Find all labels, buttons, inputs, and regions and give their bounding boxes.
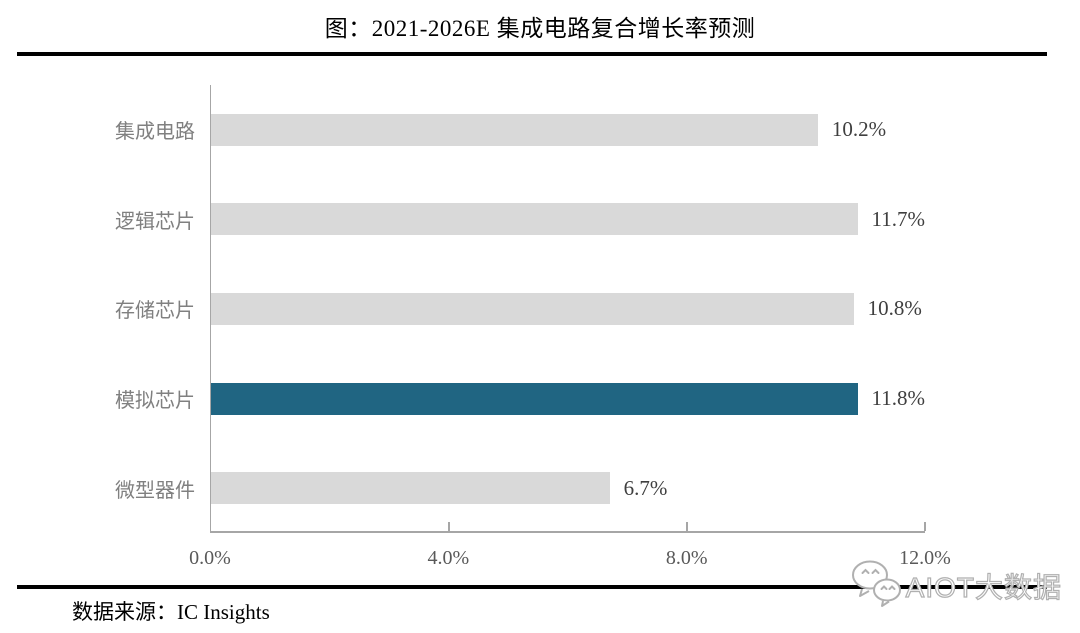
bar-chart: 集成电路 10.2% 逻辑芯片 11.7% 存储芯片 10.8% 模拟芯片 11… — [0, 85, 1080, 533]
value-label: 6.7% — [623, 475, 668, 500]
category-label: 微型器件 — [115, 479, 195, 502]
x-tick-label: 4.0% — [427, 547, 470, 569]
plot-area: 集成电路 10.2% 逻辑芯片 11.7% 存储芯片 10.8% 模拟芯片 11… — [115, 85, 926, 533]
bottom-divider — [17, 585, 1047, 589]
wechat-icon — [850, 558, 902, 613]
category-label: 模拟芯片 — [115, 390, 195, 413]
x-axis-tick — [686, 522, 688, 531]
bar-row: 存储芯片 10.8% — [115, 264, 925, 354]
x-axis-labels: 0.0% 4.0% 8.0% 12.0% — [189, 547, 951, 575]
value-label: 11.7% — [871, 206, 925, 231]
x-axis-tick — [924, 522, 926, 531]
watermark-text: AIOT大数据 — [905, 571, 1062, 603]
bar-row: 微型器件 6.7% — [115, 443, 925, 533]
bar-模拟芯片-highlighted — [211, 382, 858, 415]
chart-title: 图：2021-2026E 集成电路复合增长率预测 — [324, 16, 756, 41]
category-label: 逻辑芯片 — [115, 210, 195, 233]
category-label: 集成电路 — [115, 121, 195, 144]
x-tick-label: 0.0% — [189, 547, 231, 569]
top-divider — [17, 52, 1047, 56]
bar-row: 集成电路 10.2% — [115, 85, 925, 175]
value-label: 10.2% — [831, 117, 887, 142]
watermark: AIOT大数据 — [850, 558, 1062, 613]
bar-row: 逻辑芯片 11.7% — [115, 175, 925, 265]
x-tick-label: 8.0% — [665, 547, 708, 569]
bar-集成电路 — [211, 113, 818, 146]
data-source-text: 数据来源：IC Insights — [72, 600, 270, 624]
category-label: 存储芯片 — [115, 300, 195, 323]
value-label: 10.8% — [867, 296, 922, 321]
bar-存储芯片 — [211, 292, 854, 325]
x-tick-label: 12.0% — [899, 547, 951, 569]
x-axis-tick — [447, 522, 450, 531]
bar-逻辑芯片 — [211, 203, 858, 236]
bar-微型器件 — [211, 472, 610, 505]
value-label: 11.8% — [871, 386, 925, 411]
bar-row: 模拟芯片 11.8% — [115, 354, 925, 444]
